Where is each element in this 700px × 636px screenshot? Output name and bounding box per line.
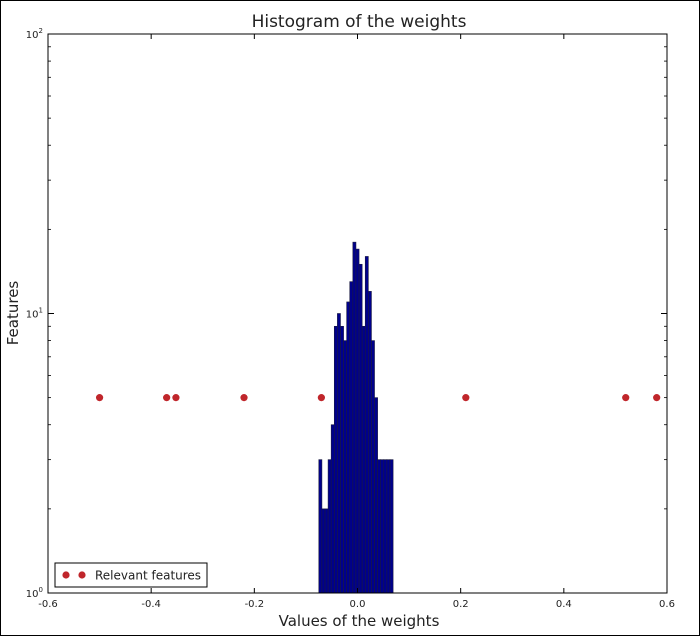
- y-tick-label: 100: [26, 586, 43, 600]
- x-tick-label: 0.2: [453, 599, 469, 610]
- x-tick-label: -0.2: [245, 599, 265, 610]
- relevant-feature-point: [163, 394, 171, 402]
- relevant-feature-point: [462, 394, 470, 402]
- histogram-bar: [374, 397, 378, 594]
- x-axis-label: Values of the weights: [279, 612, 440, 630]
- histogram-bar: [324, 508, 329, 594]
- x-tick-label: -0.4: [141, 599, 161, 610]
- scatter-points: [95, 394, 661, 402]
- histogram-bar: [340, 325, 344, 594]
- relevant-feature-point: [240, 394, 248, 402]
- y-axis-label: Features: [4, 281, 22, 346]
- x-tick-label: -0.6: [38, 599, 58, 610]
- histogram-bar: [346, 301, 351, 594]
- legend: Relevant features: [54, 562, 208, 588]
- histogram-bar: [377, 459, 382, 594]
- histogram-bar: [327, 459, 332, 594]
- histogram-bar: [355, 248, 360, 594]
- histogram-bar: [349, 281, 354, 594]
- histogram-bar: [380, 459, 385, 594]
- x-tick-label: 0.4: [556, 599, 572, 610]
- x-tick-label: 0.6: [659, 599, 675, 610]
- legend-marker: [78, 571, 86, 579]
- legend-marker: [62, 571, 70, 579]
- relevant-feature-point: [95, 394, 104, 402]
- histogram-bar: [321, 508, 326, 594]
- histogram-bar: [386, 459, 391, 594]
- histogram-bar: [389, 459, 394, 594]
- chart-title: Histogram of the weights: [252, 12, 467, 32]
- relevant-feature-point: [317, 394, 325, 402]
- relevant-feature-point: [172, 394, 180, 402]
- histogram-bar: [371, 340, 375, 594]
- legend-label-relevant-features: Relevant features: [95, 569, 201, 583]
- histogram-bar: [368, 291, 372, 594]
- histogram-bar: [358, 263, 363, 594]
- histogram-bar: [364, 256, 369, 594]
- plot-area-border: [47, 33, 668, 594]
- y-axis-ticks: 100 101 102: [26, 27, 667, 600]
- histogram-bar: [361, 325, 366, 594]
- histogram-bars: [318, 241, 394, 594]
- y-tick-label: 101: [26, 307, 43, 321]
- histogram-bar: [352, 241, 357, 594]
- x-tick-label: 0.0: [350, 599, 366, 610]
- relevant-feature-point: [622, 394, 630, 402]
- histogram-bar: [318, 459, 323, 594]
- relevant-feature-point: [653, 394, 661, 402]
- y-tick-label: 102: [26, 27, 43, 41]
- histogram-bar: [330, 424, 335, 594]
- histogram-bar: [333, 325, 338, 594]
- histogram-bar: [343, 340, 347, 594]
- x-axis-ticks: -0.6 -0.4 -0.2 0.0 0.2 0.4 0.6: [38, 34, 675, 610]
- histogram-bar: [337, 313, 341, 594]
- histogram-bar: [383, 459, 388, 594]
